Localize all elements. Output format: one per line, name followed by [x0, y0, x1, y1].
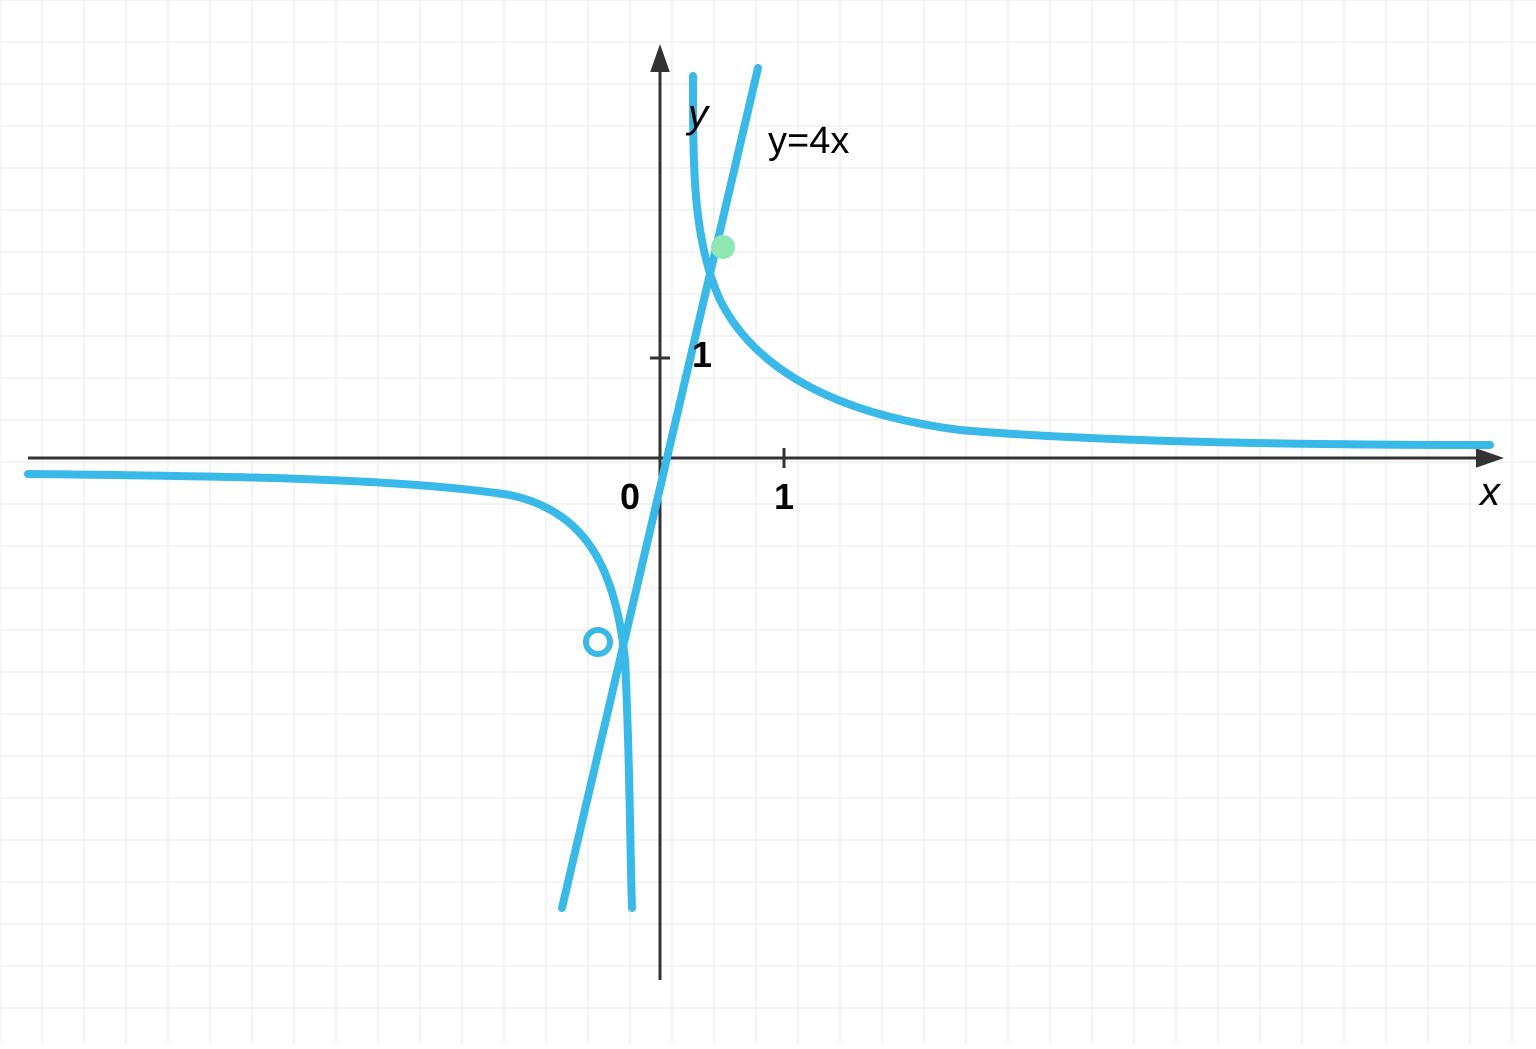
y-axis-arrow [650, 44, 670, 72]
x-tick-label-1: 1 [774, 476, 794, 518]
y-tick-label-1: 1 [692, 334, 712, 376]
x-axis-label: x [1480, 470, 1500, 515]
y-axis-label: y [688, 92, 708, 137]
intersection-bottom-point [586, 630, 610, 654]
hyperbola-left [28, 474, 632, 908]
intersection-top-point [711, 235, 735, 259]
x-axis-arrow [1476, 448, 1504, 468]
math-chart: x y 0 1 1 y=4x [0, 0, 1536, 1044]
origin-label: 0 [620, 476, 640, 518]
line-label: y=4x [768, 120, 849, 163]
